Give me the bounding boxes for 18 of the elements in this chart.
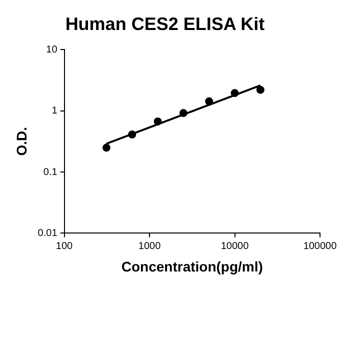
point — [102, 144, 110, 152]
x-tick-label: 1000 — [138, 240, 162, 252]
y-tick-label: 0.01 — [38, 228, 58, 239]
y-tick-label: 10 — [46, 44, 58, 56]
x-tick-label: 100 — [56, 240, 74, 252]
x-tick-label: 100000 — [303, 240, 338, 252]
y-tick-label: 0.1 — [43, 166, 58, 178]
point — [179, 109, 188, 118]
x-axis-title: Concentration(pg/ml) — [121, 258, 263, 274]
y-tick-label: 1 — [52, 106, 58, 117]
point — [205, 97, 214, 106]
x-tick-label: 10000 — [220, 240, 250, 252]
point — [154, 117, 162, 126]
y-axis-title: O.D. — [13, 127, 30, 156]
point — [256, 86, 264, 94]
point — [128, 130, 136, 138]
chart-title: Human CES2 ELISA Kit — [65, 14, 265, 34]
point — [230, 89, 239, 98]
